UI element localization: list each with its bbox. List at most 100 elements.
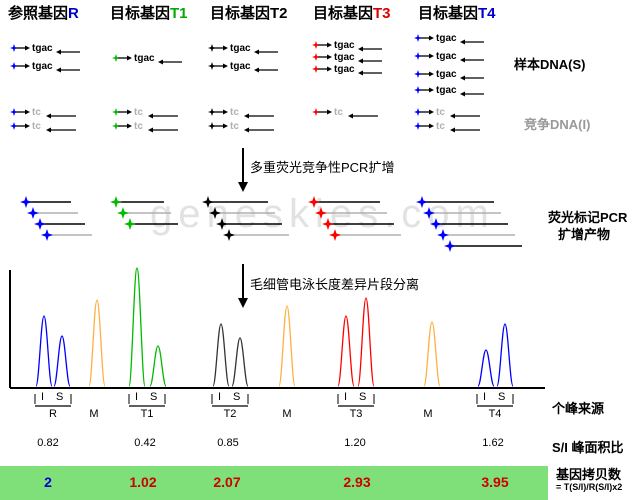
pcr-product-star: [124, 218, 136, 230]
peak-label-i: I: [135, 391, 139, 403]
sample-reverse-primer-head: [460, 39, 465, 45]
sample-reverse-primer-head: [158, 59, 163, 65]
competitor-forward-primer-head: [127, 123, 132, 129]
header-target-t4: 目标基因T4: [418, 5, 496, 22]
electropherogram-peak: [496, 323, 514, 387]
competitor-sequence: tc: [230, 107, 239, 118]
pcr-product-star: [110, 196, 122, 208]
peak-label-s: S: [233, 391, 241, 403]
electropherogram-peak: [149, 345, 167, 387]
sample-star: [414, 70, 422, 78]
competitor-star: [312, 108, 320, 116]
sample-reverse-primer-head: [358, 70, 363, 76]
process-arrow-2: [238, 264, 248, 308]
pcr-product-star: [27, 207, 39, 219]
peak-label-s: S: [150, 391, 158, 403]
copy-number-label: 基因拷贝数: [556, 467, 622, 482]
competitor-star: [414, 122, 422, 130]
competitor-reverse-primer-head: [148, 113, 153, 119]
electropherogram-peak: [477, 349, 495, 387]
electropherogram-peak: [35, 315, 53, 387]
competitor-sequence: tc: [436, 107, 445, 118]
sample-star: [112, 54, 120, 62]
competitor-reverse-primer-head: [46, 113, 51, 119]
sample-reverse-primer-head: [460, 57, 465, 63]
sample-sequence: tgac: [436, 51, 457, 62]
pcr-product-star: [41, 229, 53, 241]
pcr-product-star: [117, 207, 129, 219]
electropherogram-peak: [212, 323, 230, 387]
peak-label-i: I: [344, 391, 348, 403]
ratio-t4: 1.62: [482, 437, 504, 449]
competitor-sequence: tc: [230, 121, 239, 132]
peak-label-s: S: [359, 391, 367, 403]
pcr-product-star: [322, 218, 334, 230]
ratio-t2: 0.85: [217, 437, 239, 449]
copy-t2: 2.07: [213, 474, 241, 490]
competitor-star: [112, 122, 120, 130]
sample-reverse-primer-head: [56, 49, 61, 55]
sample-sequence: tgac: [436, 33, 457, 44]
copy-t4: 3.95: [481, 474, 509, 490]
peak-label-i: I: [41, 391, 45, 403]
pcr-product-star: [209, 207, 221, 219]
peak-group-name: M: [282, 408, 292, 420]
sample-forward-primer-head: [327, 66, 332, 72]
sample-forward-primer-head: [127, 55, 132, 61]
header-target-t1: 目标基因T1: [110, 5, 188, 22]
ratio-r: 0.82: [37, 437, 59, 449]
sample-forward-primer-head: [223, 63, 228, 69]
competitor-star: [414, 108, 422, 116]
ratio-label: S/I 峰面积比: [552, 440, 624, 455]
process-arrow-1: [238, 148, 248, 192]
peak-label-s: S: [56, 391, 64, 403]
pcr-product-star: [437, 229, 449, 241]
copy-number-formula: = T(S/I)/R(S/I)x2: [556, 482, 623, 492]
electropherogram-peak: [128, 267, 146, 387]
competitor-reverse-primer-head: [244, 113, 249, 119]
competitor-star: [112, 108, 120, 116]
competitor-reverse-primer-head: [46, 127, 51, 133]
products-label-line1: 荧光标记PCR: [548, 210, 628, 225]
electropherogram-peak: [278, 305, 296, 387]
sample-sequence: tgac: [436, 85, 457, 96]
electropherogram-peak: [231, 337, 249, 387]
competitor-reverse-primer-head: [450, 113, 455, 119]
header-reference-gene: 参照基因R: [8, 5, 79, 22]
pcr-product-star: [223, 229, 235, 241]
peak-label-i: I: [483, 391, 487, 403]
copy-r: 2: [44, 474, 52, 490]
header-target-t3: 目标基因T3: [313, 5, 391, 22]
sample-sequence: tgac: [334, 52, 355, 63]
competitor-star: [208, 108, 216, 116]
sample-forward-primer-head: [429, 35, 434, 41]
sample-star: [312, 53, 320, 61]
sample-star: [208, 62, 216, 70]
peak-label-i: I: [218, 391, 222, 403]
copy-number-band: [0, 466, 548, 500]
pcr-product-star: [430, 218, 442, 230]
competitor-star: [10, 122, 18, 130]
competitor-sequence: tc: [436, 121, 445, 132]
sample-star: [208, 44, 216, 52]
competitor-forward-primer-head: [25, 109, 30, 115]
sample-star: [312, 41, 320, 49]
sample-reverse-primer-head: [460, 91, 465, 97]
pcr-product-star: [315, 207, 327, 219]
sample-star: [414, 86, 422, 94]
competitor-reverse-primer-head: [450, 127, 455, 133]
sample-forward-primer-head: [25, 63, 30, 69]
pcr-product-star: [20, 196, 32, 208]
competitor-forward-primer-head: [429, 123, 434, 129]
peak-group-name: T2: [223, 408, 237, 420]
sample-sequence: tgac: [230, 61, 251, 72]
sample-forward-primer-head: [429, 87, 434, 93]
sample-sequence: tgac: [436, 69, 457, 80]
peak-group-name: M: [423, 408, 433, 420]
header-target-t2: 目标基因T2: [210, 5, 288, 22]
pcr-product-star: [423, 207, 435, 219]
sample-sequence: tgac: [32, 43, 53, 54]
pcr-product-star: [308, 196, 320, 208]
